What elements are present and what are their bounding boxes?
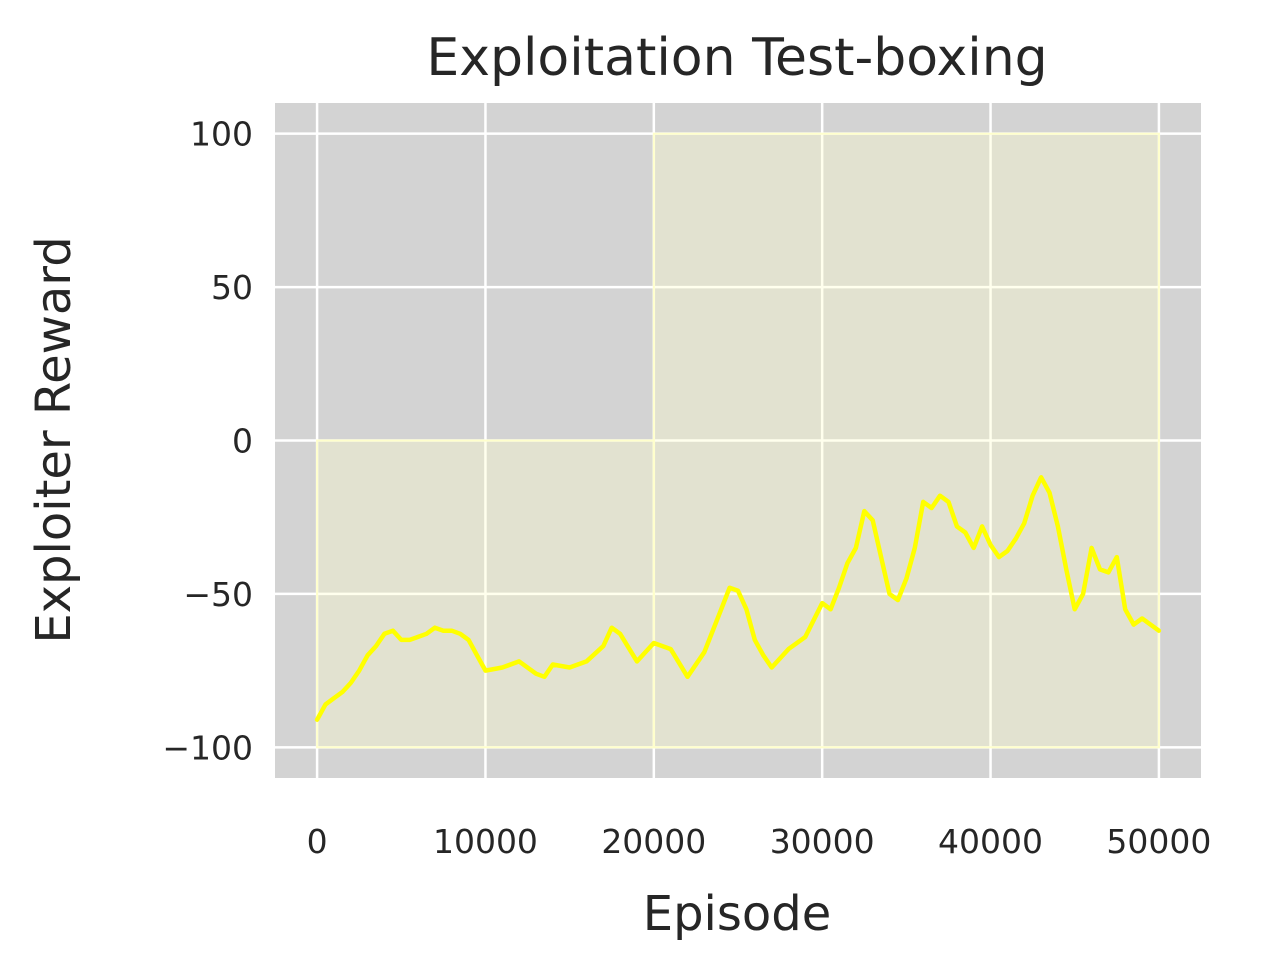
confidence-bands <box>316 132 1160 749</box>
x-tick-label: 0 <box>307 822 328 861</box>
y-tick-label: −100 <box>162 728 253 767</box>
y-tick-label: 100 <box>190 115 253 154</box>
y-axis-label: Exploiter Reward <box>26 236 82 643</box>
x-axis-label: Episode <box>643 886 832 942</box>
x-tick-labels: 0 10000 20000 30000 40000 50000 <box>307 822 1212 861</box>
x-tick-label: 40000 <box>938 822 1043 861</box>
chart-title: Exploitation Test-boxing <box>426 28 1047 88</box>
x-tick-label: 10000 <box>433 822 538 861</box>
x-tick-label: 20000 <box>601 822 706 861</box>
x-tick-label: 50000 <box>1106 822 1211 861</box>
confidence-band <box>652 132 1160 749</box>
y-tick-labels: −100 −50 0 50 100 <box>162 115 253 768</box>
y-tick-label: 50 <box>211 268 253 307</box>
x-tick-label: 30000 <box>770 822 875 861</box>
data-series <box>314 475 1162 722</box>
confidence-band <box>316 439 655 749</box>
series-line <box>314 475 1162 722</box>
y-tick-label: 0 <box>232 422 253 461</box>
y-tick-label: −50 <box>183 575 253 614</box>
